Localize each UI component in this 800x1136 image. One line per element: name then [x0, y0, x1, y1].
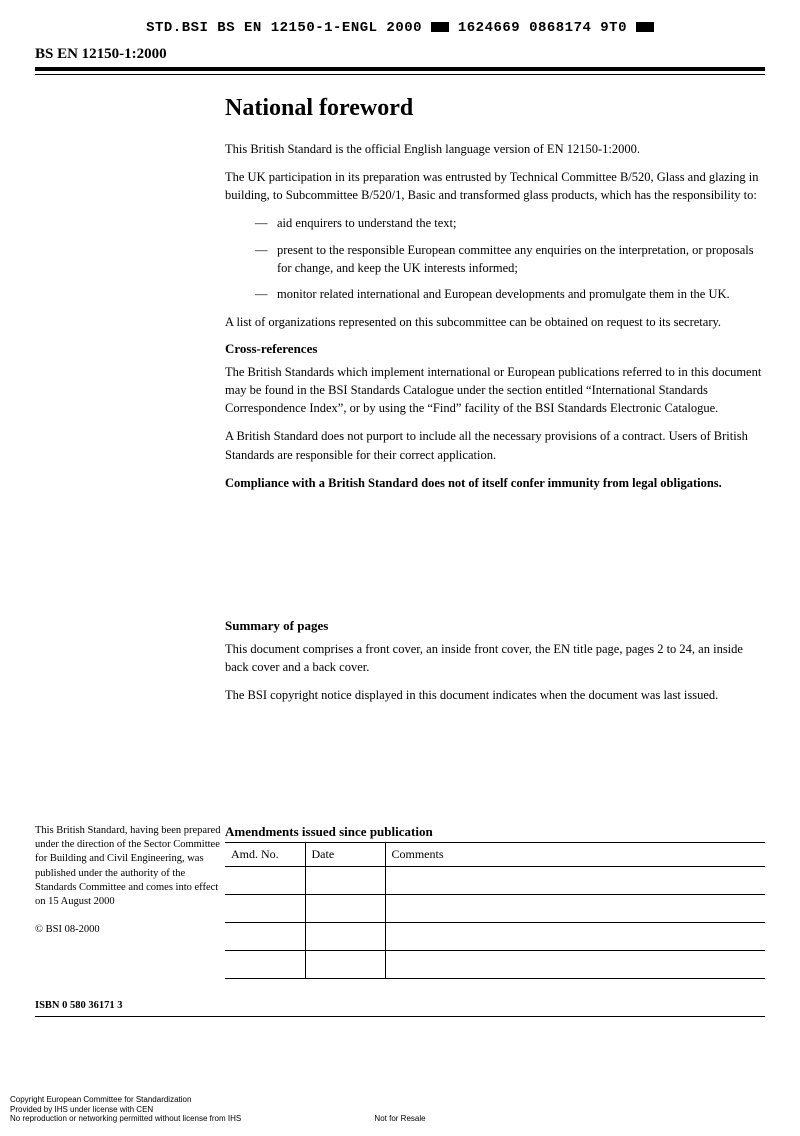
paragraph: A British Standard does not purport to i…	[225, 427, 765, 463]
paragraph: The British Standards which implement in…	[225, 363, 765, 417]
footer-not-for-resale: Not for Resale	[374, 1114, 425, 1124]
list-item: —present to the responsible European com…	[255, 241, 765, 277]
table-header: Amd. No.	[225, 843, 305, 867]
table-row	[225, 895, 765, 923]
list-item-text: aid enquirers to understand the text;	[277, 214, 456, 232]
paragraph: The UK participation in its preparation …	[225, 168, 765, 204]
header-code-prefix: STD.BSI BS EN 12150-1-ENGL 2000	[146, 20, 422, 36]
table-row	[225, 923, 765, 951]
copyright-note: © BSI 08-2000	[35, 923, 225, 937]
main-content: National foreword This British Standard …	[225, 95, 765, 714]
paragraph: This document comprises a front cover, a…	[225, 640, 765, 676]
table-header: Comments	[385, 843, 765, 867]
footer-line: Provided by IHS under license with CEN	[10, 1105, 790, 1115]
list-item-text: present to the responsible European comm…	[277, 241, 765, 277]
page-title: National foreword	[225, 95, 765, 122]
isbn: ISBN 0 580 36171 3	[35, 999, 225, 1013]
bold-paragraph: Compliance with a British Standard does …	[225, 474, 765, 492]
bullet-list: —aid enquirers to understand the text; —…	[255, 214, 765, 303]
block-icon	[431, 22, 449, 32]
document-id: BS EN 12150-1:2000	[35, 40, 765, 67]
side-note: This British Standard, having been prepa…	[35, 824, 225, 909]
list-item-text: monitor related international and Europe…	[277, 285, 730, 303]
header-rule	[35, 67, 765, 75]
footer: Copyright European Committee for Standar…	[10, 1095, 790, 1124]
amendments-block: Amendments issued since publication Amd.…	[225, 824, 765, 1013]
subheading: Summary of pages	[225, 618, 765, 634]
amendments-table: Amd. No. Date Comments	[225, 843, 765, 979]
paragraph: The BSI copyright notice displayed in th…	[225, 686, 765, 704]
table-header: Date	[305, 843, 385, 867]
paragraph: This British Standard is the official En…	[225, 140, 765, 158]
list-item: —aid enquirers to understand the text;	[255, 214, 765, 232]
subheading: Cross-references	[225, 341, 765, 357]
table-row	[225, 867, 765, 895]
side-column: This British Standard, having been prepa…	[35, 824, 225, 1013]
bottom-rule	[35, 1016, 765, 1017]
list-item: —monitor related international and Europ…	[255, 285, 765, 303]
header-code: STD.BSI BS EN 12150-1-ENGL 2000 1624669 …	[35, 20, 765, 40]
amendments-title: Amendments issued since publication	[225, 824, 765, 843]
block-icon	[636, 22, 654, 32]
table-row	[225, 951, 765, 979]
header-code-suffix: 1624669 0868174 9T0	[458, 20, 627, 36]
table-header-row: Amd. No. Date Comments	[225, 843, 765, 867]
footer-line: Copyright European Committee for Standar…	[10, 1095, 790, 1105]
paragraph: A list of organizations represented on t…	[225, 313, 765, 331]
left-spacer	[35, 95, 225, 714]
